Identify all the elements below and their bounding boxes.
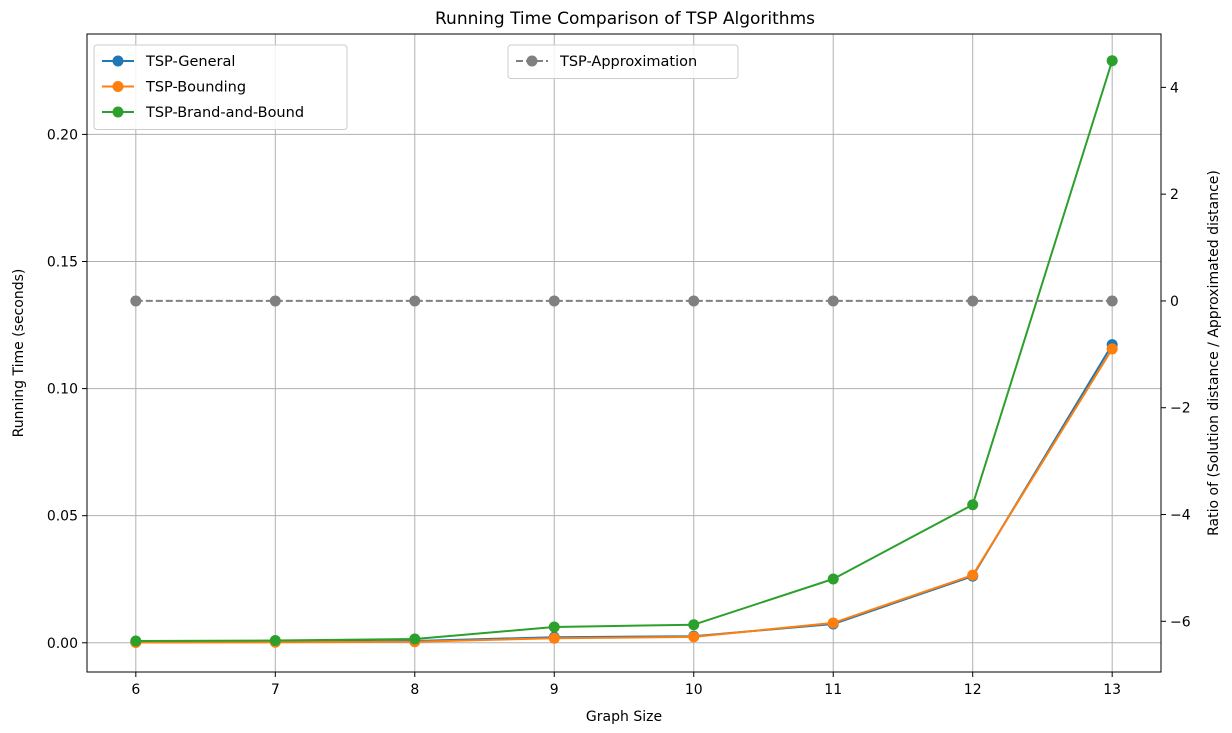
y2-tick-label: 2 bbox=[1170, 187, 1179, 203]
series-tsp-general bbox=[130, 339, 1118, 648]
y-tick-label: 0.00 bbox=[47, 636, 78, 652]
data-point bbox=[130, 295, 142, 307]
data-point bbox=[967, 569, 979, 581]
data-point bbox=[548, 632, 560, 644]
data-point bbox=[967, 499, 979, 511]
x-tick-label: 6 bbox=[131, 682, 140, 698]
legend-marker bbox=[112, 106, 124, 118]
x-axis-ticks: 6 7 8 9 10 11 12 13 bbox=[131, 672, 1121, 698]
y2-tick-label: 4 bbox=[1170, 80, 1179, 96]
data-point bbox=[269, 634, 281, 646]
x-tick-label: 13 bbox=[1103, 682, 1121, 698]
data-point bbox=[1106, 55, 1118, 67]
y2-tick-label: 0 bbox=[1170, 294, 1179, 310]
y-axis-ticks: 0.00 0.05 0.10 0.15 0.20 bbox=[47, 127, 87, 652]
data-point bbox=[1106, 295, 1118, 307]
legend-secondary: TSP-Approximation bbox=[507, 44, 739, 79]
data-point bbox=[827, 295, 839, 307]
legend-box bbox=[507, 44, 739, 79]
y2-tick-label: −2 bbox=[1170, 401, 1191, 417]
data-point bbox=[827, 573, 839, 585]
x-tick-label: 7 bbox=[271, 682, 280, 698]
legend-label: TSP-General bbox=[145, 54, 235, 70]
x-tick-label: 11 bbox=[824, 682, 842, 698]
series-line bbox=[135, 344, 1114, 644]
data-point bbox=[827, 617, 839, 629]
legend-box bbox=[93, 44, 348, 130]
legend-label: TSP-Bounding bbox=[145, 80, 246, 96]
y-tick-label: 0.15 bbox=[47, 254, 78, 270]
data-point bbox=[548, 621, 560, 633]
series-line bbox=[135, 348, 1114, 644]
data-point bbox=[1106, 343, 1118, 355]
legend-label: TSP-Approximation bbox=[559, 54, 697, 70]
data-point bbox=[688, 619, 700, 631]
x-tick-label: 8 bbox=[410, 682, 419, 698]
data-point bbox=[688, 295, 700, 307]
series-tsp-bounding bbox=[130, 343, 1118, 649]
x-tick-label: 12 bbox=[964, 682, 982, 698]
y-axis-label: Running Time (seconds) bbox=[11, 269, 27, 438]
chart-title: Running Time Comparison of TSP Algorithm… bbox=[435, 9, 815, 29]
legend-marker bbox=[112, 55, 124, 67]
y-tick-label: 0.10 bbox=[47, 382, 78, 398]
legend-primary: TSP-General TSP-Bounding TSP-Brand-and-Bou… bbox=[93, 44, 348, 130]
grid-lines bbox=[87, 34, 1161, 672]
data-point bbox=[269, 295, 281, 307]
data-point bbox=[967, 295, 979, 307]
x-tick-label: 9 bbox=[550, 682, 559, 698]
series-layer bbox=[130, 55, 1118, 649]
plot-frame bbox=[86, 33, 1162, 673]
data-point bbox=[409, 295, 421, 307]
data-point bbox=[409, 633, 421, 645]
legend-marker bbox=[526, 55, 538, 67]
x-tick-label: 10 bbox=[685, 682, 703, 698]
data-point bbox=[548, 295, 560, 307]
legend-marker bbox=[112, 81, 124, 92]
x-axis-label: Graph Size bbox=[586, 709, 662, 725]
data-point bbox=[130, 635, 142, 647]
series-tsp-brand-and-bound bbox=[130, 55, 1118, 647]
y2-tick-label: −6 bbox=[1170, 614, 1191, 630]
legend-label: TSP-Brand-and-Bound bbox=[145, 105, 304, 121]
y-tick-label: 0.20 bbox=[47, 127, 78, 143]
y2-axis-ticks: −6 −4 −2 0 2 4 bbox=[1161, 80, 1191, 630]
y-tick-label: 0.05 bbox=[47, 509, 78, 525]
y2-tick-label: −4 bbox=[1170, 508, 1191, 524]
series-line bbox=[135, 60, 1114, 642]
series-tsp-approximation bbox=[130, 295, 1118, 307]
y2-axis-label: Ratio of (Solution distance / Approximat… bbox=[1206, 170, 1222, 536]
data-point bbox=[688, 631, 700, 643]
